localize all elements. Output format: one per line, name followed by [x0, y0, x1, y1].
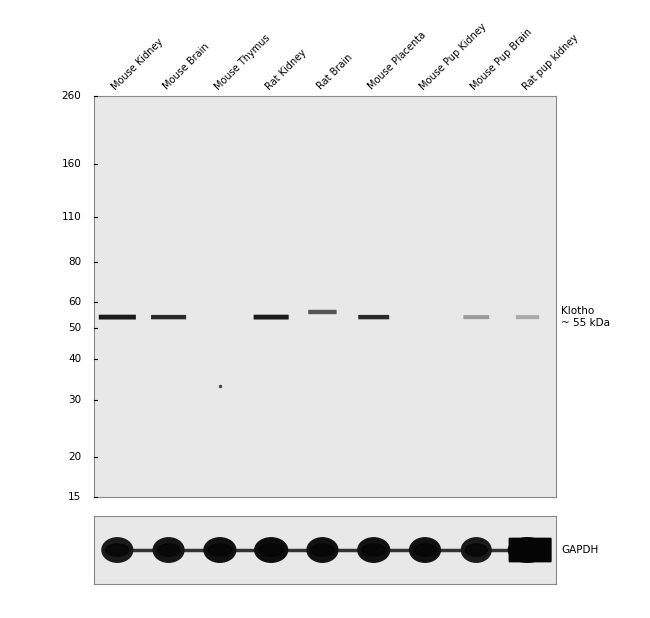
- Text: Mouse Brain: Mouse Brain: [162, 42, 211, 91]
- Text: 80: 80: [68, 256, 81, 267]
- Ellipse shape: [204, 538, 236, 562]
- Ellipse shape: [462, 538, 491, 562]
- FancyBboxPatch shape: [465, 316, 488, 318]
- FancyBboxPatch shape: [255, 316, 287, 318]
- Text: Mouse Pup Kidney: Mouse Pup Kidney: [418, 22, 488, 91]
- FancyBboxPatch shape: [254, 315, 289, 320]
- Text: Rat Kidney: Rat Kidney: [264, 48, 309, 91]
- Text: 20: 20: [68, 452, 81, 462]
- Text: Mouse Placenta: Mouse Placenta: [367, 30, 428, 91]
- FancyBboxPatch shape: [153, 316, 185, 318]
- Text: 160: 160: [62, 159, 81, 169]
- Text: 40: 40: [68, 354, 81, 365]
- Text: Mouse Kidney: Mouse Kidney: [111, 36, 166, 91]
- Ellipse shape: [413, 544, 437, 556]
- Ellipse shape: [410, 538, 440, 562]
- Ellipse shape: [255, 538, 287, 562]
- FancyBboxPatch shape: [516, 315, 540, 319]
- FancyBboxPatch shape: [101, 316, 134, 318]
- Ellipse shape: [307, 538, 338, 562]
- FancyBboxPatch shape: [99, 315, 136, 320]
- Text: 30: 30: [68, 395, 81, 405]
- FancyBboxPatch shape: [309, 311, 335, 313]
- Ellipse shape: [358, 538, 389, 562]
- Text: Mouse Pup Brain: Mouse Pup Brain: [469, 27, 534, 91]
- Text: 15: 15: [68, 493, 81, 502]
- Ellipse shape: [102, 538, 133, 562]
- Ellipse shape: [153, 538, 184, 562]
- FancyBboxPatch shape: [517, 316, 538, 318]
- Text: Rat Brain: Rat Brain: [315, 53, 354, 91]
- FancyBboxPatch shape: [308, 310, 337, 314]
- Ellipse shape: [311, 544, 334, 556]
- Ellipse shape: [362, 544, 385, 556]
- Ellipse shape: [508, 538, 547, 562]
- Ellipse shape: [259, 544, 283, 556]
- Text: Mouse Thymus: Mouse Thymus: [213, 33, 272, 91]
- Ellipse shape: [208, 544, 232, 556]
- FancyBboxPatch shape: [508, 538, 552, 562]
- Text: 50: 50: [68, 323, 81, 333]
- Ellipse shape: [513, 544, 542, 556]
- FancyBboxPatch shape: [463, 315, 489, 319]
- Text: Klotho
~ 55 kDa: Klotho ~ 55 kDa: [561, 307, 610, 328]
- Ellipse shape: [465, 544, 488, 556]
- Text: 260: 260: [62, 91, 81, 101]
- FancyBboxPatch shape: [151, 315, 186, 320]
- FancyBboxPatch shape: [358, 315, 389, 320]
- FancyBboxPatch shape: [360, 316, 387, 318]
- Ellipse shape: [157, 544, 180, 556]
- Text: 110: 110: [62, 212, 81, 222]
- Text: Rat pup kidney: Rat pup kidney: [521, 32, 580, 91]
- Ellipse shape: [106, 544, 129, 556]
- Text: GAPDH: GAPDH: [561, 545, 598, 555]
- Text: 60: 60: [68, 297, 81, 307]
